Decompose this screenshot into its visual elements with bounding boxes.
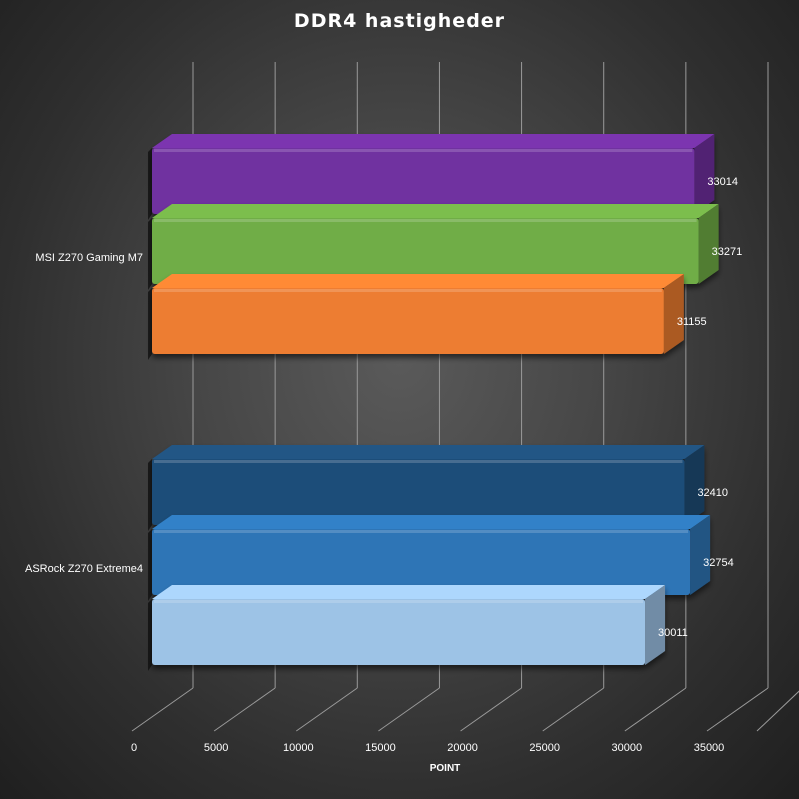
bar-end-face	[684, 445, 705, 525]
floor-gridline	[624, 687, 687, 732]
bar-highlight	[154, 289, 662, 292]
x-tick-label: 15000	[365, 742, 396, 754]
bar-highlight	[154, 530, 689, 533]
category-label: MSI Z270 Gaming M7	[35, 252, 143, 264]
bar	[152, 134, 715, 214]
floor-gridline	[131, 687, 194, 732]
bar-top-face	[152, 274, 684, 288]
bar-end-face	[645, 585, 666, 665]
x-tick-label: 0	[131, 742, 137, 754]
bar-shadows	[148, 148, 152, 671]
bar-shadow	[148, 148, 152, 220]
category-label: ASRock Z270 Extreme4	[25, 563, 143, 575]
floor-gridline	[756, 690, 799, 732]
bar-shadow	[148, 218, 152, 290]
bar-end-face	[690, 515, 711, 595]
x-tick-label: 25000	[529, 742, 560, 754]
bar-front-face	[152, 529, 691, 595]
bar	[152, 515, 711, 595]
data-label: 30011	[658, 627, 688, 639]
x-tick-label: 10000	[283, 742, 314, 754]
data-label: 33014	[707, 176, 738, 188]
floor-gridline	[213, 687, 276, 732]
floor-gridline	[706, 687, 769, 732]
bar-shadow	[148, 599, 152, 671]
chart-title: DDR4 hastigheder	[293, 10, 506, 32]
data-labels: 33014 33271 31155 32410 32754 30011	[658, 176, 742, 639]
bar-highlight	[154, 149, 693, 152]
bar-end-face	[694, 134, 715, 214]
bar-shadow	[148, 459, 152, 531]
bar-highlight	[154, 600, 644, 603]
data-label: 33271	[712, 246, 743, 258]
bar	[152, 274, 684, 354]
bar-top-face	[152, 515, 711, 529]
x-tick-label: 35000	[694, 742, 725, 754]
bar-top-face	[152, 134, 715, 148]
bar-front-face	[152, 218, 699, 284]
bar-shadow	[148, 529, 152, 601]
floor-gridline	[295, 687, 358, 732]
data-label: 31155	[677, 316, 707, 328]
bar-front-face	[152, 459, 685, 525]
floor-gridline	[542, 687, 605, 732]
bar-shadow	[148, 288, 152, 360]
bar-front-face	[152, 288, 664, 354]
bar-highlight	[154, 219, 697, 222]
bar-end-face	[663, 274, 684, 354]
bar-top-face	[152, 445, 705, 459]
bar-front-face	[152, 148, 695, 214]
bar	[152, 204, 719, 284]
axes: 0 5000 10000 15000 20000 25000 30000 35000 POINT…	[25, 252, 724, 774]
bar-top-face	[152, 585, 666, 599]
data-label: 32754	[703, 557, 734, 569]
bar	[152, 445, 705, 525]
floor-gridline	[460, 687, 522, 732]
floor-gridline	[378, 687, 440, 732]
x-tick-label: 30000	[612, 742, 643, 754]
bar-top-face	[152, 204, 719, 218]
x-axis-label: POINT	[430, 763, 461, 774]
data-label: 32410	[697, 487, 728, 499]
bar-highlight	[154, 460, 683, 463]
bar	[152, 585, 666, 665]
bar-end-face	[698, 204, 719, 284]
bars	[152, 134, 719, 665]
x-tick-label: 20000	[447, 742, 478, 754]
x-tick-label: 5000	[204, 742, 228, 754]
bar-front-face	[152, 599, 646, 665]
